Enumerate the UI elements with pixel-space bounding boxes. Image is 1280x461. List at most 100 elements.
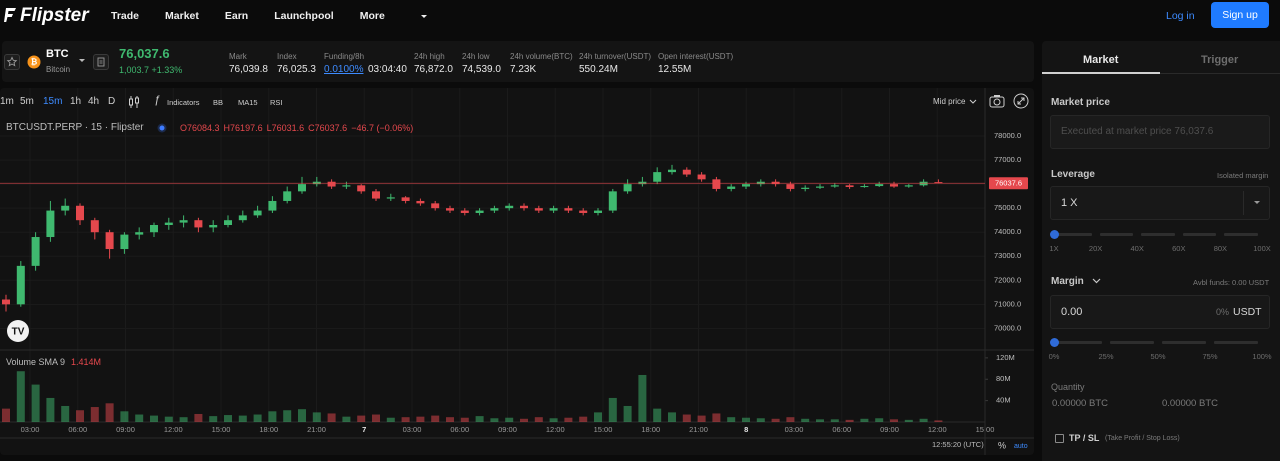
candle-body xyxy=(697,174,706,180)
volume-bar xyxy=(105,403,114,422)
volume-bar xyxy=(209,416,218,422)
logo[interactable]: Flipster xyxy=(20,5,89,26)
interval-button[interactable]: 5m xyxy=(20,96,34,107)
slider-thumb[interactable] xyxy=(1050,230,1059,239)
x-tick-label: 7 xyxy=(362,425,366,434)
x-tick-label: 12:00 xyxy=(164,425,183,434)
study-button[interactable]: RSI xyxy=(270,98,283,107)
volume-bar xyxy=(46,397,55,422)
x-tick-label: 06:00 xyxy=(68,425,87,434)
fullscreen-button[interactable] xyxy=(1013,93,1029,109)
auto-toggle[interactable]: auto xyxy=(1014,443,1028,450)
study-button[interactable]: BB xyxy=(213,98,224,107)
slider-segment xyxy=(1162,341,1206,344)
tpsl-label[interactable]: TP / SL xyxy=(1069,433,1100,443)
price-source-chevron[interactable] xyxy=(969,99,977,105)
study-button[interactable]: MA15 xyxy=(238,98,258,107)
chart: 03:00 06:00 09:00 12:00 15:00 18:00 21:00 7 03:0… xyxy=(0,88,1034,455)
price-source[interactable]: Mid price xyxy=(933,97,966,106)
candle-body xyxy=(164,222,173,225)
interval-button[interactable]: 1h xyxy=(70,96,82,107)
percent-toggle[interactable]: % xyxy=(998,440,1006,450)
volume-bar xyxy=(608,397,617,422)
interval-button[interactable]: 4h xyxy=(88,96,100,107)
legend-item: L76031.6 xyxy=(266,123,305,133)
tab-underline xyxy=(1042,72,1160,74)
interval-button[interactable]: D xyxy=(108,96,116,107)
candle-body xyxy=(534,208,543,211)
x-tick-label: 12:00 xyxy=(928,425,947,434)
stat-label: 24h low xyxy=(462,52,490,61)
candle-body xyxy=(31,237,40,266)
y-tick-label: 74000.0 xyxy=(994,227,1021,236)
volume-bar xyxy=(431,415,440,422)
slider-mark-label: 50% xyxy=(1150,352,1166,361)
leverage-select[interactable]: 1 X xyxy=(1050,186,1270,220)
candle-body xyxy=(2,299,10,305)
margin-chevron[interactable] xyxy=(1092,278,1101,284)
candle-body xyxy=(90,220,99,233)
x-tick-label: 03:00 xyxy=(785,425,804,434)
info-button[interactable] xyxy=(93,54,109,70)
margin-mode[interactable]: Isolated margin xyxy=(1217,171,1269,180)
indicators-icon[interactable]: ƒ xyxy=(154,94,161,106)
volume-bar xyxy=(934,420,943,422)
symbol[interactable]: BTC xyxy=(46,48,69,60)
dropdown-icon[interactable] xyxy=(78,58,86,64)
candle-body xyxy=(298,184,306,192)
margin-label[interactable]: Margin xyxy=(1051,276,1084,287)
candle-type-icon[interactable] xyxy=(128,95,140,109)
y-tick-label: 77000.0 xyxy=(994,155,1021,164)
volume-bar xyxy=(816,419,824,422)
candle-body xyxy=(357,185,366,192)
volume-bar xyxy=(579,416,588,422)
last-price-label: 76037.6 xyxy=(995,179,1022,188)
margin-input[interactable]: 0.00 0% USDT xyxy=(1050,295,1270,329)
tpsl-checkbox[interactable] xyxy=(1055,434,1064,443)
candle-body xyxy=(372,191,380,199)
volume-bar xyxy=(460,417,469,422)
margin-value: 0.00 xyxy=(1061,306,1083,318)
candle-body xyxy=(224,220,232,225)
interval-button[interactable]: 1m xyxy=(0,96,14,107)
candle-body xyxy=(830,185,839,187)
stat-value: 76,039.8 xyxy=(229,64,268,75)
quantity-label: Quantity xyxy=(1051,382,1085,392)
x-tick-label: 12:00 xyxy=(546,425,565,434)
tab-market[interactable]: Market xyxy=(1083,54,1119,66)
menu-item[interactable]: Earn xyxy=(224,10,249,22)
volume-bar xyxy=(786,417,795,422)
favorite-button[interactable] xyxy=(4,54,20,70)
screenshot-button[interactable] xyxy=(989,94,1005,108)
menu-item[interactable]: Launchpool xyxy=(274,10,334,22)
market-price-label: Market price xyxy=(1051,97,1110,108)
btc-icon: ₿ xyxy=(27,55,41,69)
x-tick-label: 21:00 xyxy=(307,425,326,434)
candle-body xyxy=(727,186,736,189)
x-tick-label: 15:00 xyxy=(212,425,231,434)
x-tick-label: 06:00 xyxy=(832,425,851,434)
tab-trigger[interactable]: Trigger xyxy=(1201,54,1239,66)
menu-item[interactable]: Trade xyxy=(111,10,140,22)
interval-button[interactable]: 15m xyxy=(43,96,63,107)
market-price-input: Executed at market price 76,037.6 xyxy=(1050,115,1270,149)
slider-thumb[interactable] xyxy=(1050,338,1059,347)
login-link[interactable]: Log in xyxy=(1166,10,1195,22)
x-tick-label: 8 xyxy=(744,425,748,434)
stat-value: 76,872.0 xyxy=(414,64,453,75)
menu-item[interactable]: Market xyxy=(165,10,199,22)
candle-body xyxy=(682,169,691,175)
signup-button[interactable]: Sign up xyxy=(1211,2,1269,28)
y-tick-label: 73000.0 xyxy=(994,251,1021,260)
candle-body xyxy=(579,210,588,213)
stat-value[interactable]: 0.0100% xyxy=(324,64,364,75)
select-chevron xyxy=(1254,201,1260,204)
candle-body xyxy=(401,197,410,201)
volume-bar xyxy=(90,407,99,422)
menu-item[interactable]: More xyxy=(359,10,385,22)
slider-segment xyxy=(1224,233,1258,236)
candle-body xyxy=(742,184,750,187)
indicators-button[interactable]: Indicators xyxy=(167,98,200,107)
stat-label: 24h turnover(USDT) xyxy=(579,52,652,61)
candle-body xyxy=(342,185,351,187)
